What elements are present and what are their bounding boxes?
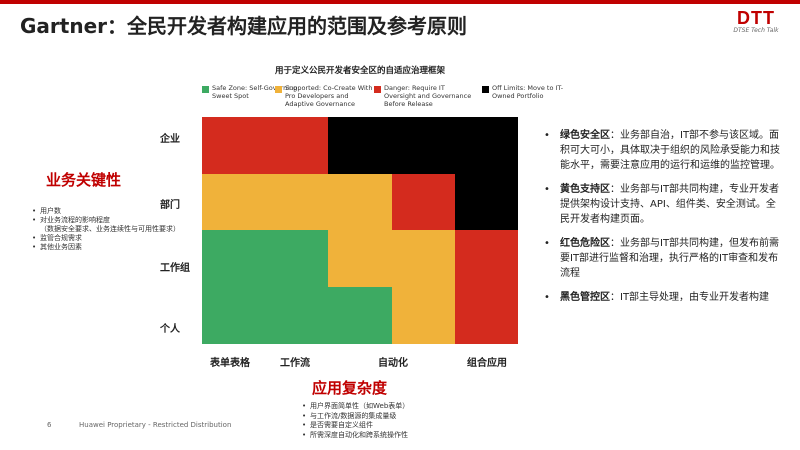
zone-text: ：IT部主导处理，由专业开发者构建 [610, 292, 770, 303]
heatmap-cell [391, 286, 456, 344]
heatmap-cell [328, 117, 393, 174]
heatmap-cell [202, 173, 266, 231]
legend-label-danger: Danger: Require IT Oversight and Governa… [384, 84, 472, 108]
top-accent-bar [0, 0, 800, 4]
zone-description-yellow: 黄色支持区：业务部与IT部共同构建，专业开发者提供架构设计支持、API、组件类、… [544, 182, 784, 227]
list-item: 用户数 [32, 207, 182, 216]
heatmap-cell [391, 173, 456, 231]
legend-swatch-safe [202, 86, 209, 93]
heatmap-cell [454, 173, 519, 231]
zone-heading: 红色危险区 [560, 238, 610, 249]
zone-description-black: 黑色管控区：IT部主导处理，由专业开发者构建 [544, 290, 784, 305]
heatmap-cell [454, 286, 519, 344]
heatmap-cell [328, 173, 393, 231]
y-label-enterprise: 企业 [160, 134, 180, 145]
zone-heading: 黄色支持区 [560, 184, 610, 195]
zone-text: ：业务部自治，IT部不参与该区域。面积可大可小，具体取决于组织的风险承受能力和技… [560, 130, 780, 171]
heatmap-cell [391, 230, 456, 287]
zone-text: ：业务部与IT部共同构建，但发布前需要IT部进行监督和治理，执行严格的IT审查和… [560, 238, 780, 279]
y-label-personal: 个人 [160, 324, 180, 335]
list-item: 与工作流/数据源的集成量级 [302, 412, 502, 422]
heatmap-cell [265, 173, 329, 231]
legend-label-safe: Safe Zone: Self-Governing Sweet Spot [212, 84, 298, 100]
heatmap-cell [265, 230, 329, 287]
chart-title: 用于定义公民开发者安全区的自适应治理框架 [274, 66, 445, 76]
heatmap-cell [391, 117, 456, 174]
y-label-department: 部门 [160, 200, 180, 211]
list-item: 是否需要自定义组件 [302, 421, 502, 431]
x-label-automation: 自动化 [378, 358, 408, 369]
x-label-composite-apps: 组合应用 [467, 358, 507, 369]
heatmap-cell [454, 117, 519, 174]
legend-swatch-supported [275, 86, 282, 93]
heatmap-cell [328, 230, 393, 287]
app-complexity-title: 应用复杂度 [312, 379, 388, 397]
y-label-workgroup: 工作组 [160, 263, 190, 274]
page-number: 6 [47, 421, 52, 429]
heatmap-cell [202, 230, 266, 287]
zone-description-red: 红色危险区：业务部与IT部共同构建，但发布前需要IT部进行监督和治理，执行严格的… [544, 236, 784, 281]
heatmap-cell [202, 286, 266, 344]
app-complexity-list: 用户界面简单性（如Web表单） 与工作流/数据源的集成量级 是否需要自定义组件 … [302, 402, 502, 440]
list-item: 用户界面简单性（如Web表单） [302, 402, 502, 412]
list-item: 所需深度自动化和跨系统操作性 [302, 431, 502, 441]
zone-description-green: 绿色安全区：业务部自治，IT部不参与该区域。面积可大可小，具体取决于组织的风险承… [544, 128, 784, 173]
heatmap-cell [265, 117, 329, 174]
business-criticality-title: 业务关键性 [46, 171, 122, 189]
slide-title: Gartner：全民开发者构建应用的范围及参考原则 [20, 14, 468, 38]
list-item: 其他业务因素 [32, 243, 182, 252]
business-criticality-list: 用户数 对业务流程的影响程度 （数据安全要求、业务连续性与可用性要求） 监管合规… [32, 207, 182, 252]
governance-heatmap [202, 117, 519, 344]
zone-text: ：业务部与IT部共同构建，专业开发者提供架构设计支持、API、组件类、安全测试。… [560, 184, 780, 225]
x-label-forms: 表单表格 [210, 358, 250, 369]
logo-mark: DTT [737, 8, 775, 28]
heatmap-cell [265, 286, 329, 344]
x-label-workflow: 工作流 [280, 358, 310, 369]
zone-heading: 黑色管控区 [560, 292, 610, 303]
heatmap-cell [202, 117, 266, 174]
dtt-logo: DTT DTSE Tech Talk [726, 8, 786, 34]
heatmap-cell [454, 230, 519, 287]
legend-label-supported: Supported: Co-Create With Pro Developers… [285, 84, 373, 108]
legend-swatch-off-limits [482, 86, 489, 93]
zone-descriptions: 绿色安全区：业务部自治，IT部不参与该区域。面积可大可小，具体取决于组织的风险承… [544, 128, 784, 314]
zone-heading: 绿色安全区 [560, 130, 610, 141]
list-item-subtext: （数据安全要求、业务连续性与可用性要求） [40, 225, 180, 233]
legend-label-off-limits: Off Limits: Move to IT-Owned Portfolio [492, 84, 564, 100]
heatmap-cell [328, 286, 393, 344]
logo-subtitle: DTSE Tech Talk [733, 27, 779, 34]
footer-text: Huawei Proprietary - Restricted Distribu… [79, 421, 232, 429]
list-item: 监管合规需求 [32, 234, 182, 243]
legend-swatch-danger [374, 86, 381, 93]
list-item: 对业务流程的影响程度 [32, 216, 182, 225]
